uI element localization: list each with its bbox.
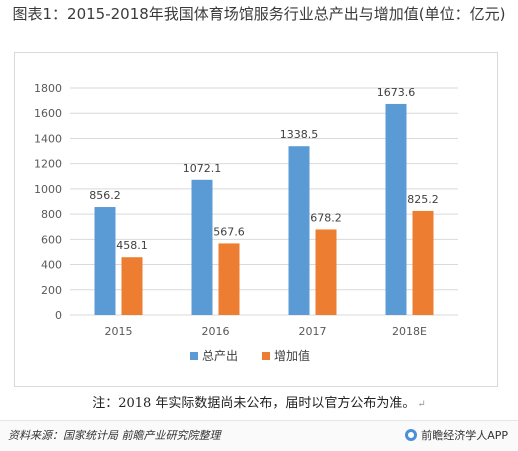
plot-frame [14,52,498,387]
bar-total-output [94,207,116,315]
y-tick-label: 0 [55,309,62,322]
footnote: 注：2018 年实际数据尚未公布，届时以官方公布为准。 ↵ [0,392,518,411]
chart-title: 图表1：2015-2018年我国体育场馆服务行业总产出与增加值(单位：亿元) [12,5,506,23]
bar-total-output [385,103,407,315]
bar-value-added [412,210,434,315]
footnote-text: 注：2018 年实际数据尚未公布，届时以官方公布为准。 [92,396,416,411]
legend-label: 增加值 [274,348,310,363]
legend-label: 总产出 [202,349,238,363]
x-tick-label: 2017 [299,325,327,338]
data-label: 678.2 [310,211,342,224]
x-tick-label: 2016 [202,325,230,338]
bar-chart: 0 200 400 600 800 1000 1200 1400 1600 1800 856.2 45… [34,82,458,363]
x-tick-label: 2018E [392,325,427,338]
data-label: 567.6 [213,225,245,238]
y-tick-label: 1600 [34,107,62,120]
data-label: 856.2 [89,189,121,202]
y-tick-label: 1200 [34,158,62,171]
bar-total-output [191,179,213,315]
y-tick-label: 800 [41,208,62,221]
bar-value-added [315,229,337,315]
bar-value-added [121,257,143,315]
data-label: 1338.5 [280,128,319,141]
y-tick-label: 200 [41,284,62,297]
legend-swatch [262,352,270,360]
bar-value-added [218,243,240,315]
brand-text: 前瞻经济学人APP [421,429,508,442]
y-tick-label: 1000 [34,183,62,196]
bar-total-output [288,146,310,315]
y-tick-label: 600 [41,233,62,246]
brand-logo-icon [405,429,418,441]
y-tick-label: 1800 [34,82,62,95]
source-text: 资料来源：国家统计局 前瞻产业研究院整理 [8,429,221,442]
legend-swatch [190,352,198,360]
data-label: 1072.1 [183,162,222,175]
data-label: 825.2 [407,193,439,206]
data-label: 1673.6 [377,86,416,99]
return-mark: ↵ [417,399,426,410]
y-tick-label: 400 [41,259,62,272]
brand: 前瞻经济学人APP [405,427,508,443]
source-bar: 资料来源：国家统计局 前瞻产业研究院整理 前瞻经济学人APP [0,420,518,451]
data-label: 458.1 [116,239,148,252]
x-tick-label: 2015 [105,325,133,338]
y-tick-label: 1400 [34,132,62,145]
